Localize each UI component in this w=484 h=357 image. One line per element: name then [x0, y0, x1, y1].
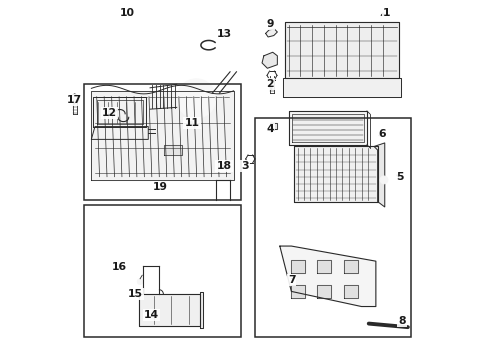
Polygon shape — [317, 285, 331, 298]
Polygon shape — [261, 52, 277, 68]
Circle shape — [176, 79, 215, 118]
Bar — [84, 84, 240, 200]
Polygon shape — [285, 22, 398, 78]
Polygon shape — [293, 146, 377, 202]
Circle shape — [404, 324, 410, 330]
Text: 9: 9 — [266, 19, 273, 29]
Polygon shape — [373, 143, 384, 207]
Text: 3: 3 — [241, 161, 249, 171]
Text: 15: 15 — [127, 289, 142, 299]
Polygon shape — [283, 78, 400, 97]
Polygon shape — [91, 91, 233, 180]
Polygon shape — [343, 260, 357, 273]
Polygon shape — [343, 285, 357, 298]
Polygon shape — [290, 285, 304, 298]
Text: 1: 1 — [382, 8, 390, 18]
Polygon shape — [71, 94, 78, 103]
Text: 11: 11 — [184, 119, 199, 129]
Circle shape — [365, 320, 371, 327]
Bar — [255, 118, 410, 337]
Text: 14: 14 — [144, 310, 159, 321]
Polygon shape — [199, 292, 203, 328]
Polygon shape — [265, 29, 277, 37]
Polygon shape — [164, 145, 182, 155]
Polygon shape — [291, 114, 363, 142]
Polygon shape — [96, 100, 143, 125]
Text: 12: 12 — [101, 108, 117, 118]
Text: 13: 13 — [216, 30, 231, 40]
Text: 19: 19 — [152, 182, 167, 192]
Text: 8: 8 — [397, 316, 405, 326]
Polygon shape — [279, 246, 375, 307]
Text: 2: 2 — [266, 79, 273, 89]
Polygon shape — [317, 260, 331, 273]
Polygon shape — [288, 111, 366, 145]
Polygon shape — [290, 260, 304, 273]
Polygon shape — [93, 97, 146, 127]
Circle shape — [137, 279, 143, 285]
Polygon shape — [91, 127, 148, 139]
Text: 5: 5 — [395, 172, 403, 182]
Bar — [84, 205, 240, 337]
Text: 6: 6 — [378, 129, 385, 139]
Text: 17: 17 — [67, 95, 82, 105]
Text: 4: 4 — [266, 124, 273, 134]
Text: 18: 18 — [216, 161, 231, 171]
Text: 16: 16 — [112, 262, 127, 272]
Text: 10: 10 — [119, 8, 134, 18]
Text: 7: 7 — [287, 275, 295, 285]
Polygon shape — [270, 124, 277, 129]
Polygon shape — [139, 294, 199, 326]
Circle shape — [379, 176, 387, 184]
